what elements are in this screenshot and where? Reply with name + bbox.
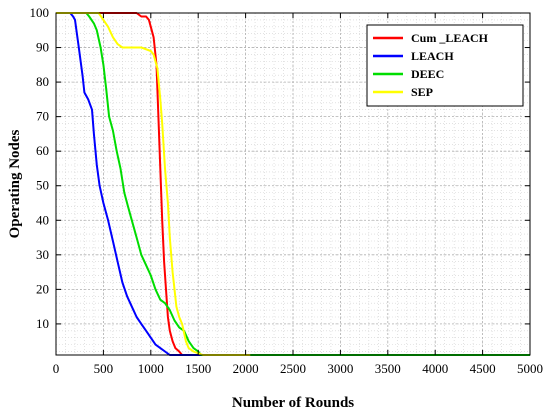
x-tick-labels: 0 500 1000 1500 2000 2500 3000 3500 4000 4500 5000 [53,361,543,376]
legend-label: Cum _LEACH [411,31,489,45]
x-tick-label: 4500 [470,361,496,376]
y-tick-label: 60 [36,143,49,158]
legend-label: LEACH [411,49,454,63]
y-axis-label: Operating Nodes [7,129,23,238]
y-tick-label: 100 [30,5,50,20]
x-tick-label: 500 [94,361,114,376]
y-tick-label: 20 [36,281,49,296]
x-tick-label: 1000 [138,361,164,376]
x-tick-label: 0 [53,361,60,376]
x-tick-label: 3500 [375,361,401,376]
y-tick-label: 40 [36,212,49,227]
x-tick-label: 4000 [422,361,448,376]
series-line [56,12,530,356]
y-tick-label: 80 [36,74,49,89]
x-tick-label: 3000 [327,361,353,376]
y-tick-label: 30 [36,247,49,262]
y-tick-label: 90 [36,40,49,55]
x-axis-label: Number of Rounds [232,395,354,411]
x-tick-label: 2000 [233,361,259,376]
y-tick-labels: 10 20 30 40 50 60 70 80 90 100 [30,5,50,331]
legend: Cum _LEACH LEACH DEEC SEP [366,24,524,107]
x-tick-label: 1500 [185,361,211,376]
legend-items: Cum _LEACH LEACH DEEC SEP [373,31,489,99]
legend-label: SEP [411,85,433,99]
axis-ticks [55,12,531,355]
series-layer [56,12,530,356]
major-grid [55,12,531,355]
y-tick-label: 50 [36,178,49,193]
x-tick-label: 2500 [280,361,306,376]
x-tick-label: 5000 [517,361,543,376]
y-tick-label: 70 [36,109,49,124]
legend-label: DEEC [411,67,444,81]
series-line [56,12,251,356]
series-line [56,12,530,356]
y-tick-label: 10 [36,316,49,331]
